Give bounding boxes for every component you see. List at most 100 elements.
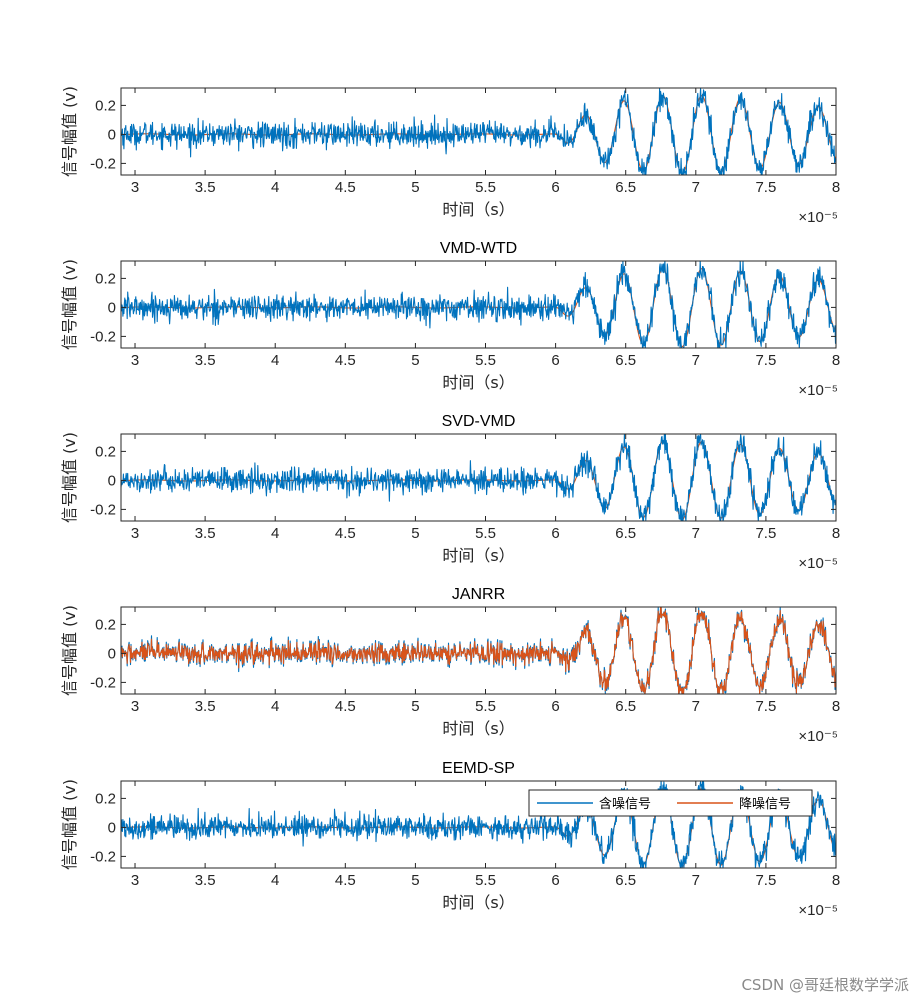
watermark: CSDN @哥廷根数学学派 — [741, 976, 909, 994]
x-tick-label: 7.5 — [755, 698, 776, 715]
y-axis-label: 信号幅值 (v) — [60, 259, 79, 350]
x-tick-label: 8 — [832, 698, 840, 715]
x-tick-label: 6.5 — [615, 179, 636, 196]
x-axis-label: 时间（s） — [442, 373, 514, 392]
noisy-signal-line — [121, 781, 836, 868]
y-tick-label: 0 — [108, 645, 116, 662]
x-tick-label: 3.5 — [195, 179, 216, 196]
series-group — [121, 434, 836, 521]
x-tick-label: 5.5 — [475, 698, 496, 715]
x-axis-label: 时间（s） — [442, 546, 514, 565]
x-tick-label: 5.5 — [475, 525, 496, 542]
y-tick-label: 0.2 — [95, 616, 116, 633]
x-tick-label: 7 — [692, 872, 700, 889]
axes-box — [120, 606, 837, 695]
y-tick-label: 0 — [108, 126, 116, 143]
legend: 含噪信号 降噪信号 — [528, 789, 813, 817]
x-tick-label: 3 — [131, 525, 139, 542]
x-tick-label: 3 — [131, 872, 139, 889]
subplot-1: 3 3.5 4 4.5 5 5.5 6 6.5 7 7.5 8 -0.2 0 0.2 时间（s） ×10⁻⁵ 信… — [60, 86, 840, 226]
subplot-title: JANRR — [452, 586, 505, 603]
x-tick-label: 5 — [411, 352, 419, 369]
x-tick-label: 6 — [551, 872, 559, 889]
x-tick-label: 7.5 — [755, 179, 776, 196]
x-tick-label: 5 — [411, 525, 419, 542]
x-tick-label: 4.5 — [335, 352, 356, 369]
x-tick-label: 6 — [551, 525, 559, 542]
noisy-signal-line — [121, 88, 836, 175]
x-axis-label: 时间（s） — [442, 200, 514, 219]
x-exponent-label: ×10⁻⁵ — [798, 555, 838, 572]
y-tick-label: 0.2 — [95, 97, 116, 114]
x-axis-label: 时间（s） — [442, 719, 514, 738]
series-group — [121, 781, 836, 868]
x-tick-label: 6.5 — [615, 352, 636, 369]
y-tick-label: 0.2 — [95, 443, 116, 460]
y-tick-label: 0 — [108, 819, 116, 836]
x-tick-label: 5.5 — [475, 872, 496, 889]
x-tick-label: 6.5 — [615, 525, 636, 542]
noisy-signal-line — [121, 261, 836, 348]
y-tick-label: -0.2 — [90, 155, 116, 172]
x-tick-label: 7.5 — [755, 872, 776, 889]
x-tick-label: 7.5 — [755, 352, 776, 369]
x-tick-label: 7.5 — [755, 525, 776, 542]
legend-entry-label: 含噪信号 — [599, 796, 651, 812]
x-tick-label: 3.5 — [195, 698, 216, 715]
series-group — [121, 261, 836, 348]
y-tick-label: 0.2 — [95, 270, 116, 287]
x-tick-label: 4 — [271, 352, 279, 369]
x-tick-label: 4.5 — [335, 525, 356, 542]
x-tick-label: 5 — [411, 179, 419, 196]
subplot-3: 3 3.5 4 4.5 5 5.5 6 6.5 7 7.5 8 -0.2 0 0.2 时间（s） ×10⁻⁵ 信… — [60, 413, 840, 572]
y-axis-label: 信号幅值 (v) — [60, 86, 79, 177]
subplot-2: 3 3.5 4 4.5 5 5.5 6 6.5 7 7.5 8 -0.2 0 0.2 时间（s） ×10⁻⁵ 信… — [60, 240, 840, 399]
x-tick-label: 3 — [131, 698, 139, 715]
denoised-signal-line — [121, 607, 836, 694]
x-exponent-label: ×10⁻⁵ — [798, 902, 838, 919]
x-tick-label: 6 — [551, 352, 559, 369]
x-exponent-label: ×10⁻⁵ — [798, 728, 838, 745]
x-tick-label: 8 — [832, 525, 840, 542]
y-tick-label: -0.2 — [90, 501, 116, 518]
x-tick-label: 3 — [131, 179, 139, 196]
x-tick-label: 4.5 — [335, 698, 356, 715]
x-exponent-label: ×10⁻⁵ — [798, 382, 838, 399]
axes-box — [120, 260, 837, 349]
x-tick-label: 4 — [271, 698, 279, 715]
x-tick-label: 3.5 — [195, 352, 216, 369]
x-tick-label: 3.5 — [195, 872, 216, 889]
plot-area — [121, 607, 836, 694]
x-tick-label: 4.5 — [335, 179, 356, 196]
x-tick-label: 8 — [832, 872, 840, 889]
axes-box — [120, 87, 837, 176]
x-tick-label: 4 — [271, 525, 279, 542]
y-axis-label: 信号幅值 (v) — [60, 779, 79, 870]
subplot-5: 3 3.5 4 4.5 5 5.5 6 6.5 7 7.5 8 -0.2 0 0.2 时间（s） ×10⁻⁵ 信… — [60, 760, 840, 919]
y-tick-label: 0 — [108, 472, 116, 489]
x-tick-label: 7 — [692, 352, 700, 369]
x-tick-label: 7 — [692, 525, 700, 542]
x-tick-label: 4.5 — [335, 872, 356, 889]
x-tick-label: 7 — [692, 179, 700, 196]
legend-entry-label: 降噪信号 — [739, 797, 791, 812]
subplot-title: EEMD-SP — [442, 760, 515, 777]
x-tick-label: 7 — [692, 698, 700, 715]
series-group — [121, 88, 836, 175]
x-tick-label: 6.5 — [615, 698, 636, 715]
x-tick-label: 4 — [271, 179, 279, 196]
x-tick-label: 6.5 — [615, 872, 636, 889]
x-tick-label: 3 — [131, 352, 139, 369]
subplot-4: 3 3.5 4 4.5 5 5.5 6 6.5 7 7.5 8 -0.2 0 0.2 时间（s） ×10⁻⁵ 信… — [60, 586, 840, 745]
y-tick-label: 0 — [108, 299, 116, 316]
x-tick-label: 6 — [551, 179, 559, 196]
subplot-title: SVD-VMD — [442, 413, 516, 430]
x-tick-label: 4 — [271, 872, 279, 889]
y-axis-label: 信号幅值 (v) — [60, 605, 79, 696]
x-tick-label: 5 — [411, 872, 419, 889]
y-tick-label: -0.2 — [90, 328, 116, 345]
x-tick-label: 6 — [551, 698, 559, 715]
x-tick-label: 8 — [832, 179, 840, 196]
noisy-signal-line — [121, 434, 836, 521]
